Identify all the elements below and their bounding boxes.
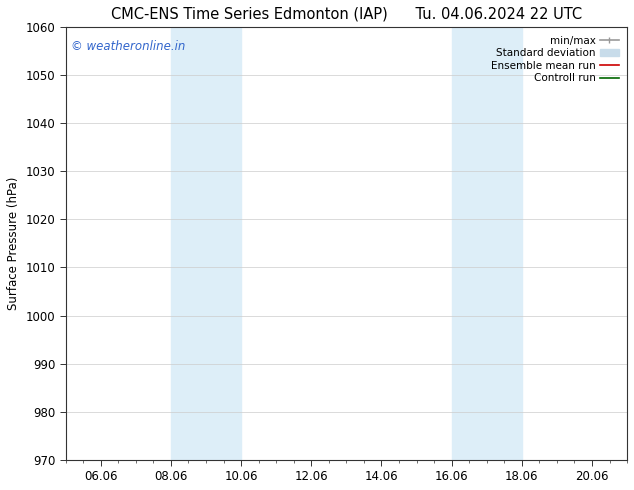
Y-axis label: Surface Pressure (hPa): Surface Pressure (hPa)	[7, 177, 20, 310]
Bar	[171, 27, 241, 460]
Title: CMC-ENS Time Series Edmonton (IAP)      Tu. 04.06.2024 22 UTC: CMC-ENS Time Series Edmonton (IAP) Tu. 0…	[111, 7, 582, 22]
Text: © weatheronline.in: © weatheronline.in	[71, 40, 186, 53]
Bar	[451, 27, 522, 460]
Legend: min/max, Standard deviation, Ensemble mean run, Controll run: min/max, Standard deviation, Ensemble me…	[488, 32, 622, 87]
